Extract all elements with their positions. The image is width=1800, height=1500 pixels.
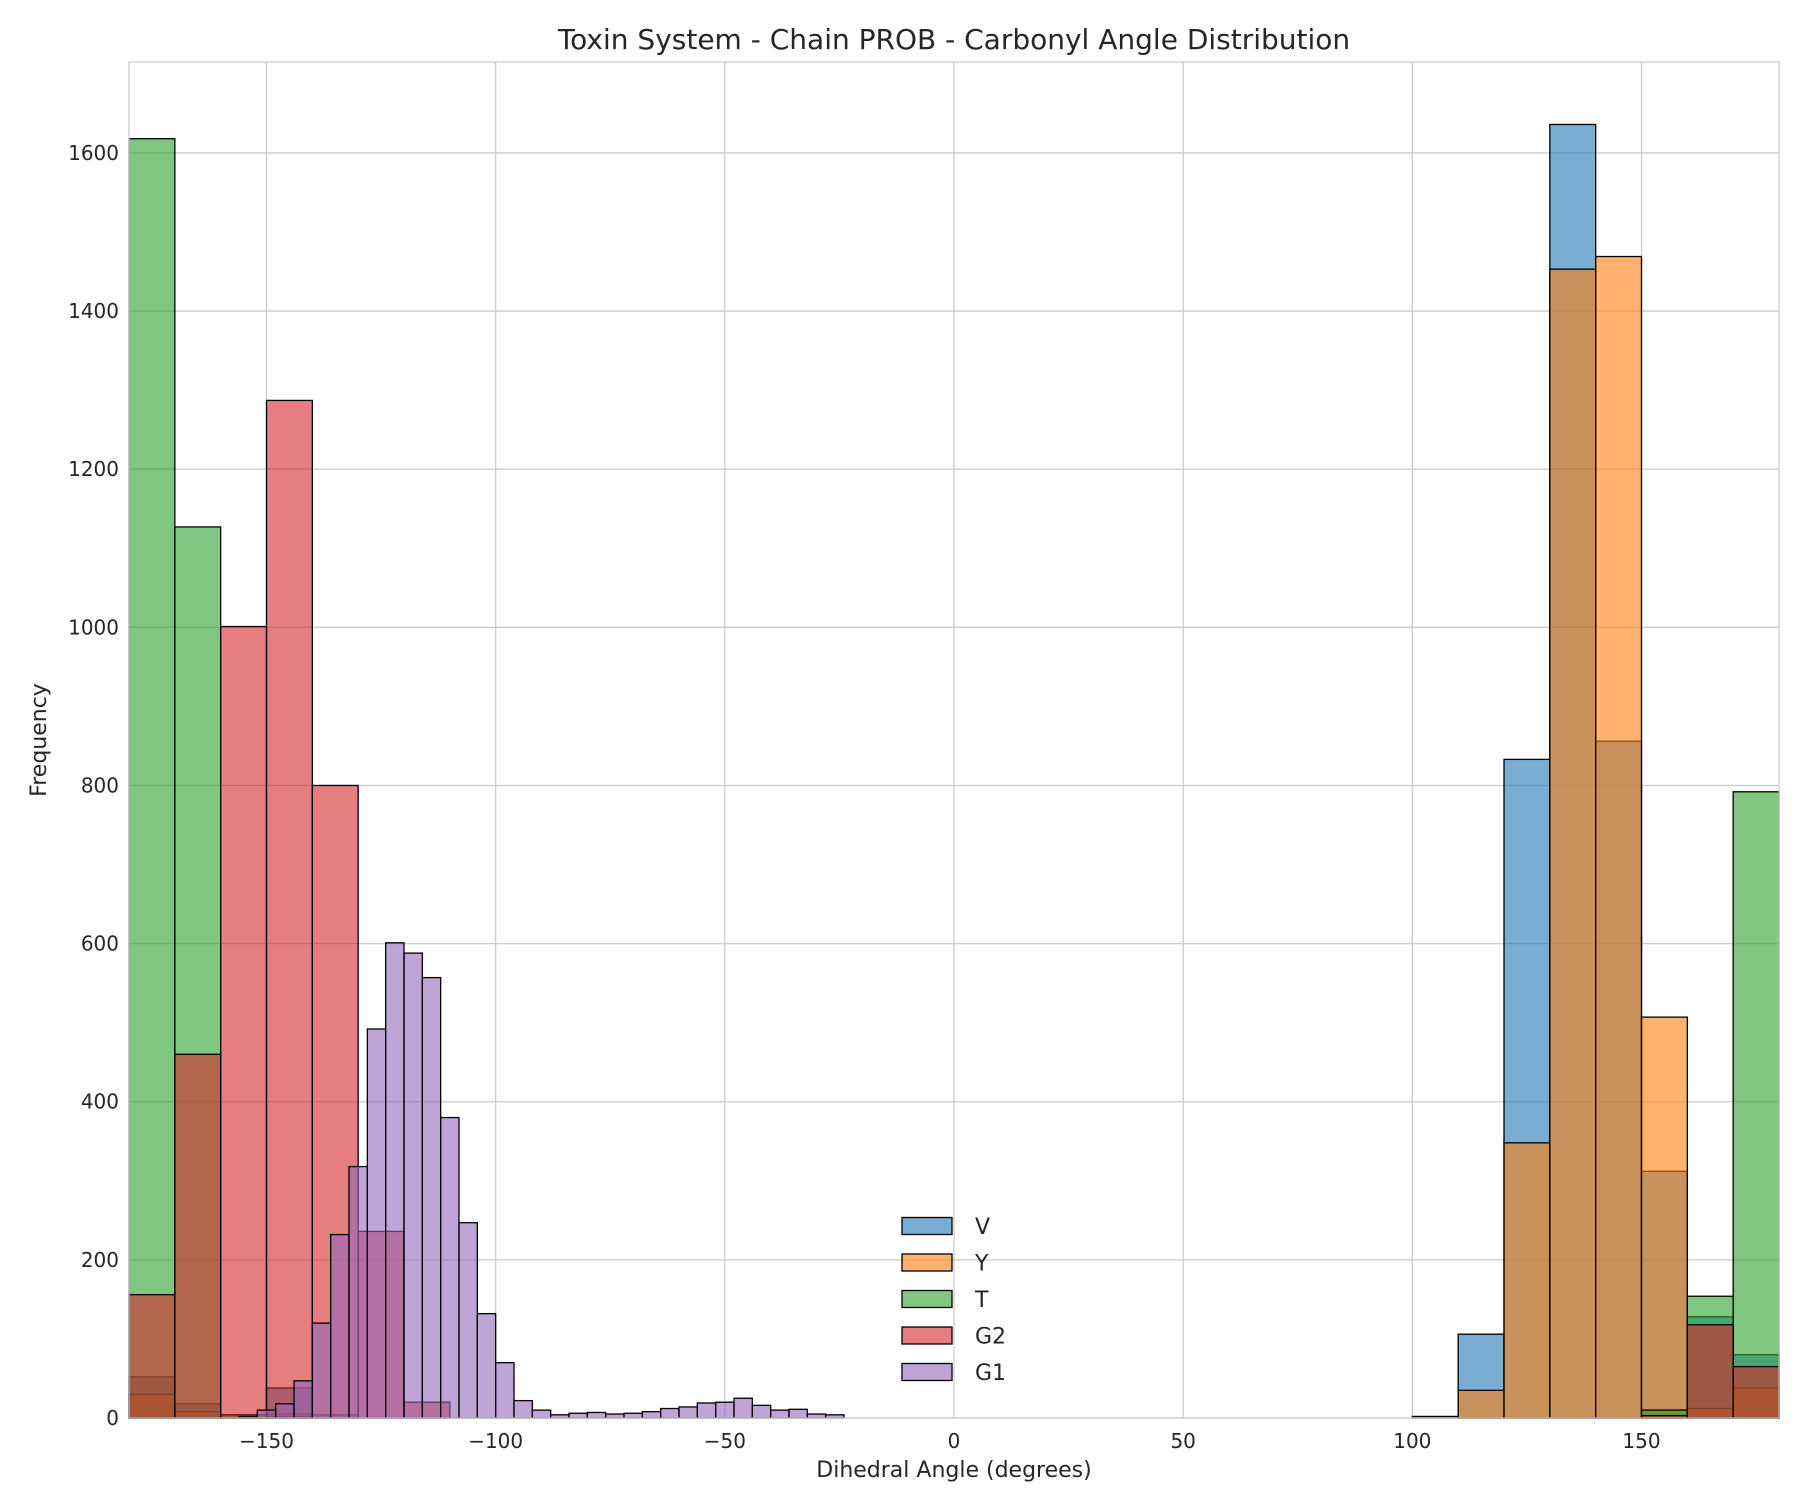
histogram-bar-g1 xyxy=(660,1407,680,1419)
histogram-bars xyxy=(128,123,1780,1419)
histogram-bar-y xyxy=(1457,1389,1505,1419)
legend-swatch-g1 xyxy=(901,1362,953,1382)
x-axis-ticks: −150 −100 −50 0 50 100 150 xyxy=(239,1429,1661,1453)
y-tick-label: 600 xyxy=(81,932,119,956)
series-g1-bars xyxy=(238,942,845,1419)
histogram-bar-g1 xyxy=(385,942,405,1419)
y-tick-label: 1400 xyxy=(68,299,119,323)
histogram-bar-g1 xyxy=(421,976,442,1419)
histogram-bar-g1 xyxy=(311,1322,332,1419)
histogram-bar-g1 xyxy=(458,1222,478,1419)
histogram-bar-g1 xyxy=(366,1028,387,1419)
y-tick-label: 200 xyxy=(81,1248,119,1272)
histogram-bar-g1 xyxy=(788,1408,808,1419)
histogram-bar-g1 xyxy=(678,1406,698,1419)
histogram-bar-t xyxy=(1732,791,1780,1419)
histogram-bar-g1 xyxy=(513,1399,533,1419)
x-axis-label: Dihedral Angle (degrees) xyxy=(816,1458,1091,1483)
legend: VYT G2 G1 xyxy=(901,1215,1006,1386)
legend-swatch-y xyxy=(901,1253,953,1272)
plot-area xyxy=(128,61,1780,1419)
histogram-bar-t xyxy=(128,138,176,1419)
y-axis-label: Frequency xyxy=(27,683,52,797)
histogram-bar-g1 xyxy=(348,1165,368,1419)
legend-swatch-v xyxy=(901,1216,953,1236)
chart-title: Toxin System - Chain PROB - Carbonyl Ang… xyxy=(557,23,1350,56)
legend-label: V xyxy=(975,1215,990,1240)
plot-frame xyxy=(128,61,1780,1419)
histogram-bar-g2 xyxy=(128,1294,176,1419)
histogram-bar-g1 xyxy=(586,1411,607,1419)
x-tick-label: −50 xyxy=(704,1429,746,1453)
histogram-bar-g1 xyxy=(476,1312,497,1419)
histogram-bar-g1 xyxy=(275,1403,295,1419)
x-tick-label: 150 xyxy=(1622,1429,1660,1453)
histogram-bar-g2 xyxy=(1732,1365,1780,1419)
histogram-bar-g1 xyxy=(770,1409,790,1419)
histogram-bar-g1 xyxy=(715,1401,735,1419)
y-tick-label: 400 xyxy=(81,1090,119,1114)
histogram-bar-g2 xyxy=(174,1053,222,1419)
histogram-bar-g1 xyxy=(440,1116,460,1419)
histogram-bar-g1 xyxy=(696,1402,717,1419)
histogram-bar-g2 xyxy=(1686,1324,1734,1419)
x-tick-label: 100 xyxy=(1393,1429,1431,1453)
histogram-bar-g1 xyxy=(293,1380,313,1419)
histogram-bar-g1 xyxy=(531,1409,552,1419)
histogram-bar-y xyxy=(1549,268,1597,1419)
histogram-bar-g1 xyxy=(403,952,423,1419)
histogram-bar-g1 xyxy=(330,1233,350,1419)
y-tick-label: 1200 xyxy=(68,457,119,481)
x-tick-label: −100 xyxy=(468,1429,523,1453)
legend-label: G1 xyxy=(975,1361,1006,1386)
series-y-bars xyxy=(128,255,1780,1419)
histogram-bar-g1 xyxy=(568,1412,588,1419)
histogram-bar-g1 xyxy=(256,1409,277,1419)
y-tick-label: 1000 xyxy=(68,615,119,639)
histogram-bar-g1 xyxy=(495,1362,515,1419)
histogram-bar-g1 xyxy=(641,1411,662,1419)
y-tick-label: 0 xyxy=(106,1406,119,1430)
x-tick-label: 0 xyxy=(948,1429,961,1453)
legend-label: G2 xyxy=(975,1325,1006,1350)
legend-swatch-t xyxy=(901,1289,953,1309)
histogram-bar-g1 xyxy=(623,1412,643,1419)
histogram-bar-y xyxy=(1503,1142,1551,1419)
legend-label: Y xyxy=(974,1252,989,1277)
legend-label: T xyxy=(974,1288,989,1313)
histogram-bar-y xyxy=(1640,1016,1688,1419)
histogram-bar-g2 xyxy=(220,625,268,1419)
legend-swatch-g2 xyxy=(901,1326,953,1345)
x-tick-label: −150 xyxy=(239,1429,294,1453)
y-axis-ticks: 0 200 400 600 800 1000 1200 1400 1600 xyxy=(68,141,119,1430)
x-tick-label: 50 xyxy=(1170,1429,1195,1453)
y-tick-label: 1600 xyxy=(68,141,119,165)
histogram-bar-g1 xyxy=(733,1397,753,1419)
histogram-bar-g1 xyxy=(751,1404,772,1419)
histogram-bar-y xyxy=(1595,255,1643,1419)
y-tick-label: 800 xyxy=(81,773,119,797)
histogram-bar-g2 xyxy=(265,399,313,1419)
